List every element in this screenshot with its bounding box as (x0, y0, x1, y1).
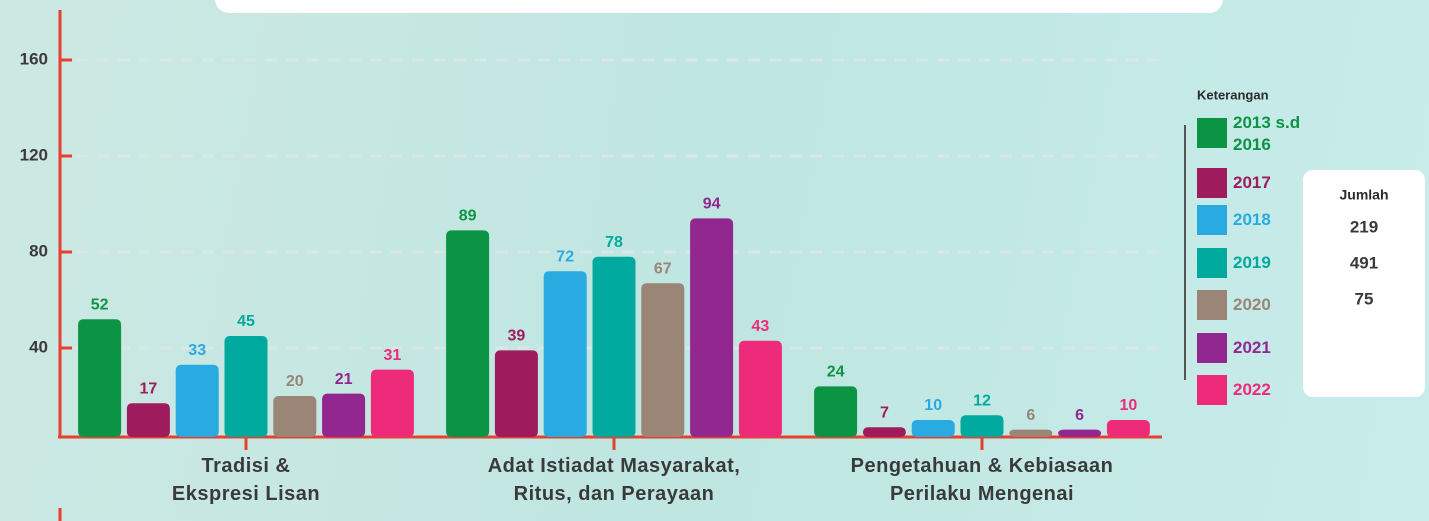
sum-value: 219 (1350, 217, 1378, 236)
data-label: 6 (1075, 407, 1084, 424)
bar (224, 336, 268, 437)
bar (690, 218, 734, 437)
bar (1058, 429, 1102, 437)
bar (1009, 429, 1053, 437)
data-label: 10 (924, 397, 942, 414)
legend-swatch (1197, 168, 1227, 198)
y-tick-label: 160 (20, 49, 48, 68)
bar (322, 393, 366, 437)
bar (738, 340, 782, 437)
data-label: 17 (140, 380, 158, 397)
data-label: 24 (827, 364, 845, 381)
data-label: 45 (237, 313, 255, 330)
data-label: 20 (286, 373, 304, 390)
legend-swatch (1197, 375, 1227, 405)
legend-swatch (1197, 333, 1227, 363)
data-label: 78 (605, 234, 623, 251)
bar (370, 369, 414, 437)
data-label: 94 (703, 196, 721, 213)
data-label: 89 (459, 208, 477, 225)
legend-label: 2018 (1233, 210, 1271, 229)
data-label: 6 (1026, 407, 1035, 424)
sum-value: 75 (1355, 289, 1374, 308)
legend-swatch (1197, 118, 1227, 148)
data-label: 43 (752, 318, 770, 335)
legend-swatch (1197, 290, 1227, 320)
sum-title: Jumlah (1339, 187, 1388, 203)
sum-box (1303, 170, 1425, 397)
data-label: 67 (654, 260, 672, 277)
legend-label: 2013 s.d 2016 (1233, 113, 1301, 154)
bar (494, 350, 538, 437)
legend-label: 2019 (1233, 253, 1271, 272)
legend-label: 2021 (1233, 338, 1271, 357)
data-label: 31 (384, 347, 402, 364)
bar (273, 396, 317, 437)
legend-swatch (1197, 205, 1227, 235)
y-tick-label: 120 (20, 145, 48, 164)
bar (814, 386, 858, 437)
data-label: 39 (508, 328, 526, 345)
legend-label: 2017 (1233, 173, 1271, 192)
bar (126, 403, 170, 437)
top-banner (215, 0, 1223, 13)
data-label: 7 (880, 404, 889, 421)
y-tick-label: 40 (29, 337, 48, 356)
data-label: 72 (556, 248, 574, 265)
bar (862, 427, 906, 437)
legend-title: Keterangan (1197, 87, 1269, 102)
bar (175, 364, 219, 437)
x-tick-label: Tradisi & Ekspresi Lisan (171, 455, 321, 505)
bar (543, 271, 587, 437)
data-label: 10 (1120, 397, 1138, 414)
legend-label: 2022 (1233, 380, 1271, 399)
bar (911, 420, 955, 437)
legend-label: 2020 (1233, 295, 1271, 314)
bar (641, 283, 685, 437)
data-label: 33 (188, 342, 206, 359)
data-label: 52 (91, 296, 109, 313)
legend-swatch (1197, 248, 1227, 278)
bar (960, 415, 1004, 437)
bar (78, 319, 122, 437)
bar (1106, 420, 1150, 437)
data-label: 12 (973, 392, 991, 409)
x-tick-label: Adat Istiadat Masyarakat, Ritus, dan Per… (487, 455, 741, 505)
x-tick-label: Pengetahuan & Kebiasaan Perilaku Mengena… (850, 455, 1114, 505)
y-tick-label: 80 (29, 241, 48, 260)
sum-value: 491 (1350, 253, 1378, 272)
bar (446, 230, 490, 437)
data-label: 21 (335, 371, 353, 388)
bar (592, 256, 636, 437)
